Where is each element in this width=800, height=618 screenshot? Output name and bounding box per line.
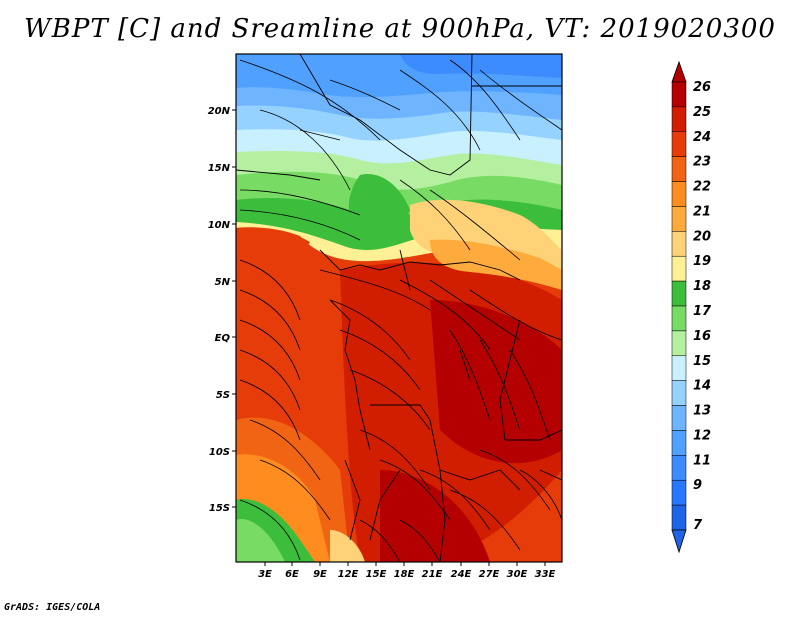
y-tick-label: 20N [208, 106, 231, 117]
country-borders [236, 54, 562, 562]
colorbar-swatch [671, 131, 687, 157]
colorbar-swatch [671, 430, 687, 456]
colorbar-label: 18 [693, 279, 711, 294]
colorbar-swatch [671, 405, 687, 431]
footer-credit: GrADS: IGES/COLA [4, 602, 101, 613]
x-tick-label: 3E [258, 569, 272, 580]
x-tick-label: 12E [338, 569, 359, 580]
y-tick-label: 15N [208, 163, 231, 174]
y-tick-label: 15S [209, 503, 230, 514]
colorbar-label: 7 [693, 518, 703, 533]
colorbar-label: 22 [693, 180, 711, 195]
colorbar-swatch [671, 479, 687, 506]
map-title: WBPT [C] and Sreamline at 900hPa, VT: 20… [24, 14, 776, 44]
colorbar-swatch [671, 156, 687, 182]
colorbar-swatch [671, 280, 687, 307]
colorbar-swatch [671, 380, 687, 406]
colorbar-label: 16 [693, 329, 711, 344]
colorbar-swatch [671, 305, 687, 332]
x-tick-label: 24E [451, 569, 472, 580]
colorbar-swatch [671, 504, 687, 531]
colorbar-swatch [671, 206, 687, 232]
x-axis: 3E 6E 9E 12E 15E 18E 21E 24E 27E 30E 33E [258, 562, 556, 580]
colorbar-swatch [671, 106, 687, 133]
x-tick-label: 18E [394, 569, 415, 580]
x-tick-label: 27E [479, 569, 500, 580]
colorbar-swatch [671, 231, 687, 257]
colorbar-label: 9 [693, 478, 702, 493]
x-tick-label: 15E [366, 569, 387, 580]
y-axis: 20N 15N 10N 5N EQ 5S 10S 15S [208, 106, 236, 514]
x-tick-label: 21E [422, 569, 443, 580]
colorbar-label: 13 [693, 404, 711, 419]
y-tick-label: EQ [215, 333, 231, 344]
colorbar-label: 24 [693, 130, 711, 145]
colorbar-label: 19 [693, 254, 711, 269]
colorbar-label: 21 [693, 204, 711, 219]
colorbar-label: 17 [693, 304, 712, 319]
colorbar-swatch [671, 455, 687, 481]
x-tick-label: 33E [535, 569, 556, 580]
colorbar-swatch [671, 255, 687, 282]
colorbar-swatch [671, 355, 687, 381]
colorbar: 26 25 24 23 22 21 20 19 18 17 16 15 14 13 12 11 9 7 [671, 60, 712, 554]
colorbar-label: 20 [693, 229, 711, 244]
colorbar-label: 12 [693, 428, 711, 443]
colorbar-label: 23 [693, 155, 711, 170]
colorbar-swatch [671, 81, 687, 108]
streamlines [239, 59, 562, 562]
y-tick-label: 10S [209, 447, 230, 458]
colorbar-top-arrow [671, 60, 687, 83]
y-tick-label: 5N [215, 277, 231, 288]
colorbar-label: 25 [693, 105, 711, 120]
y-tick-label: 10N [208, 220, 231, 231]
y-tick-label: 5S [216, 390, 230, 401]
colorbar-bottom-arrow [671, 529, 687, 554]
colorbar-swatch [671, 330, 687, 357]
colorbar-label: 26 [693, 80, 711, 95]
map-frame [235, 53, 563, 563]
colorbar-swatch [671, 181, 687, 207]
colorbar-label: 14 [693, 379, 711, 394]
colorbar-label: 11 [693, 453, 711, 468]
x-tick-label: 9E [313, 569, 327, 580]
x-tick-label: 6E [285, 569, 299, 580]
colorbar-label: 15 [693, 354, 711, 369]
x-tick-label: 30E [507, 569, 528, 580]
